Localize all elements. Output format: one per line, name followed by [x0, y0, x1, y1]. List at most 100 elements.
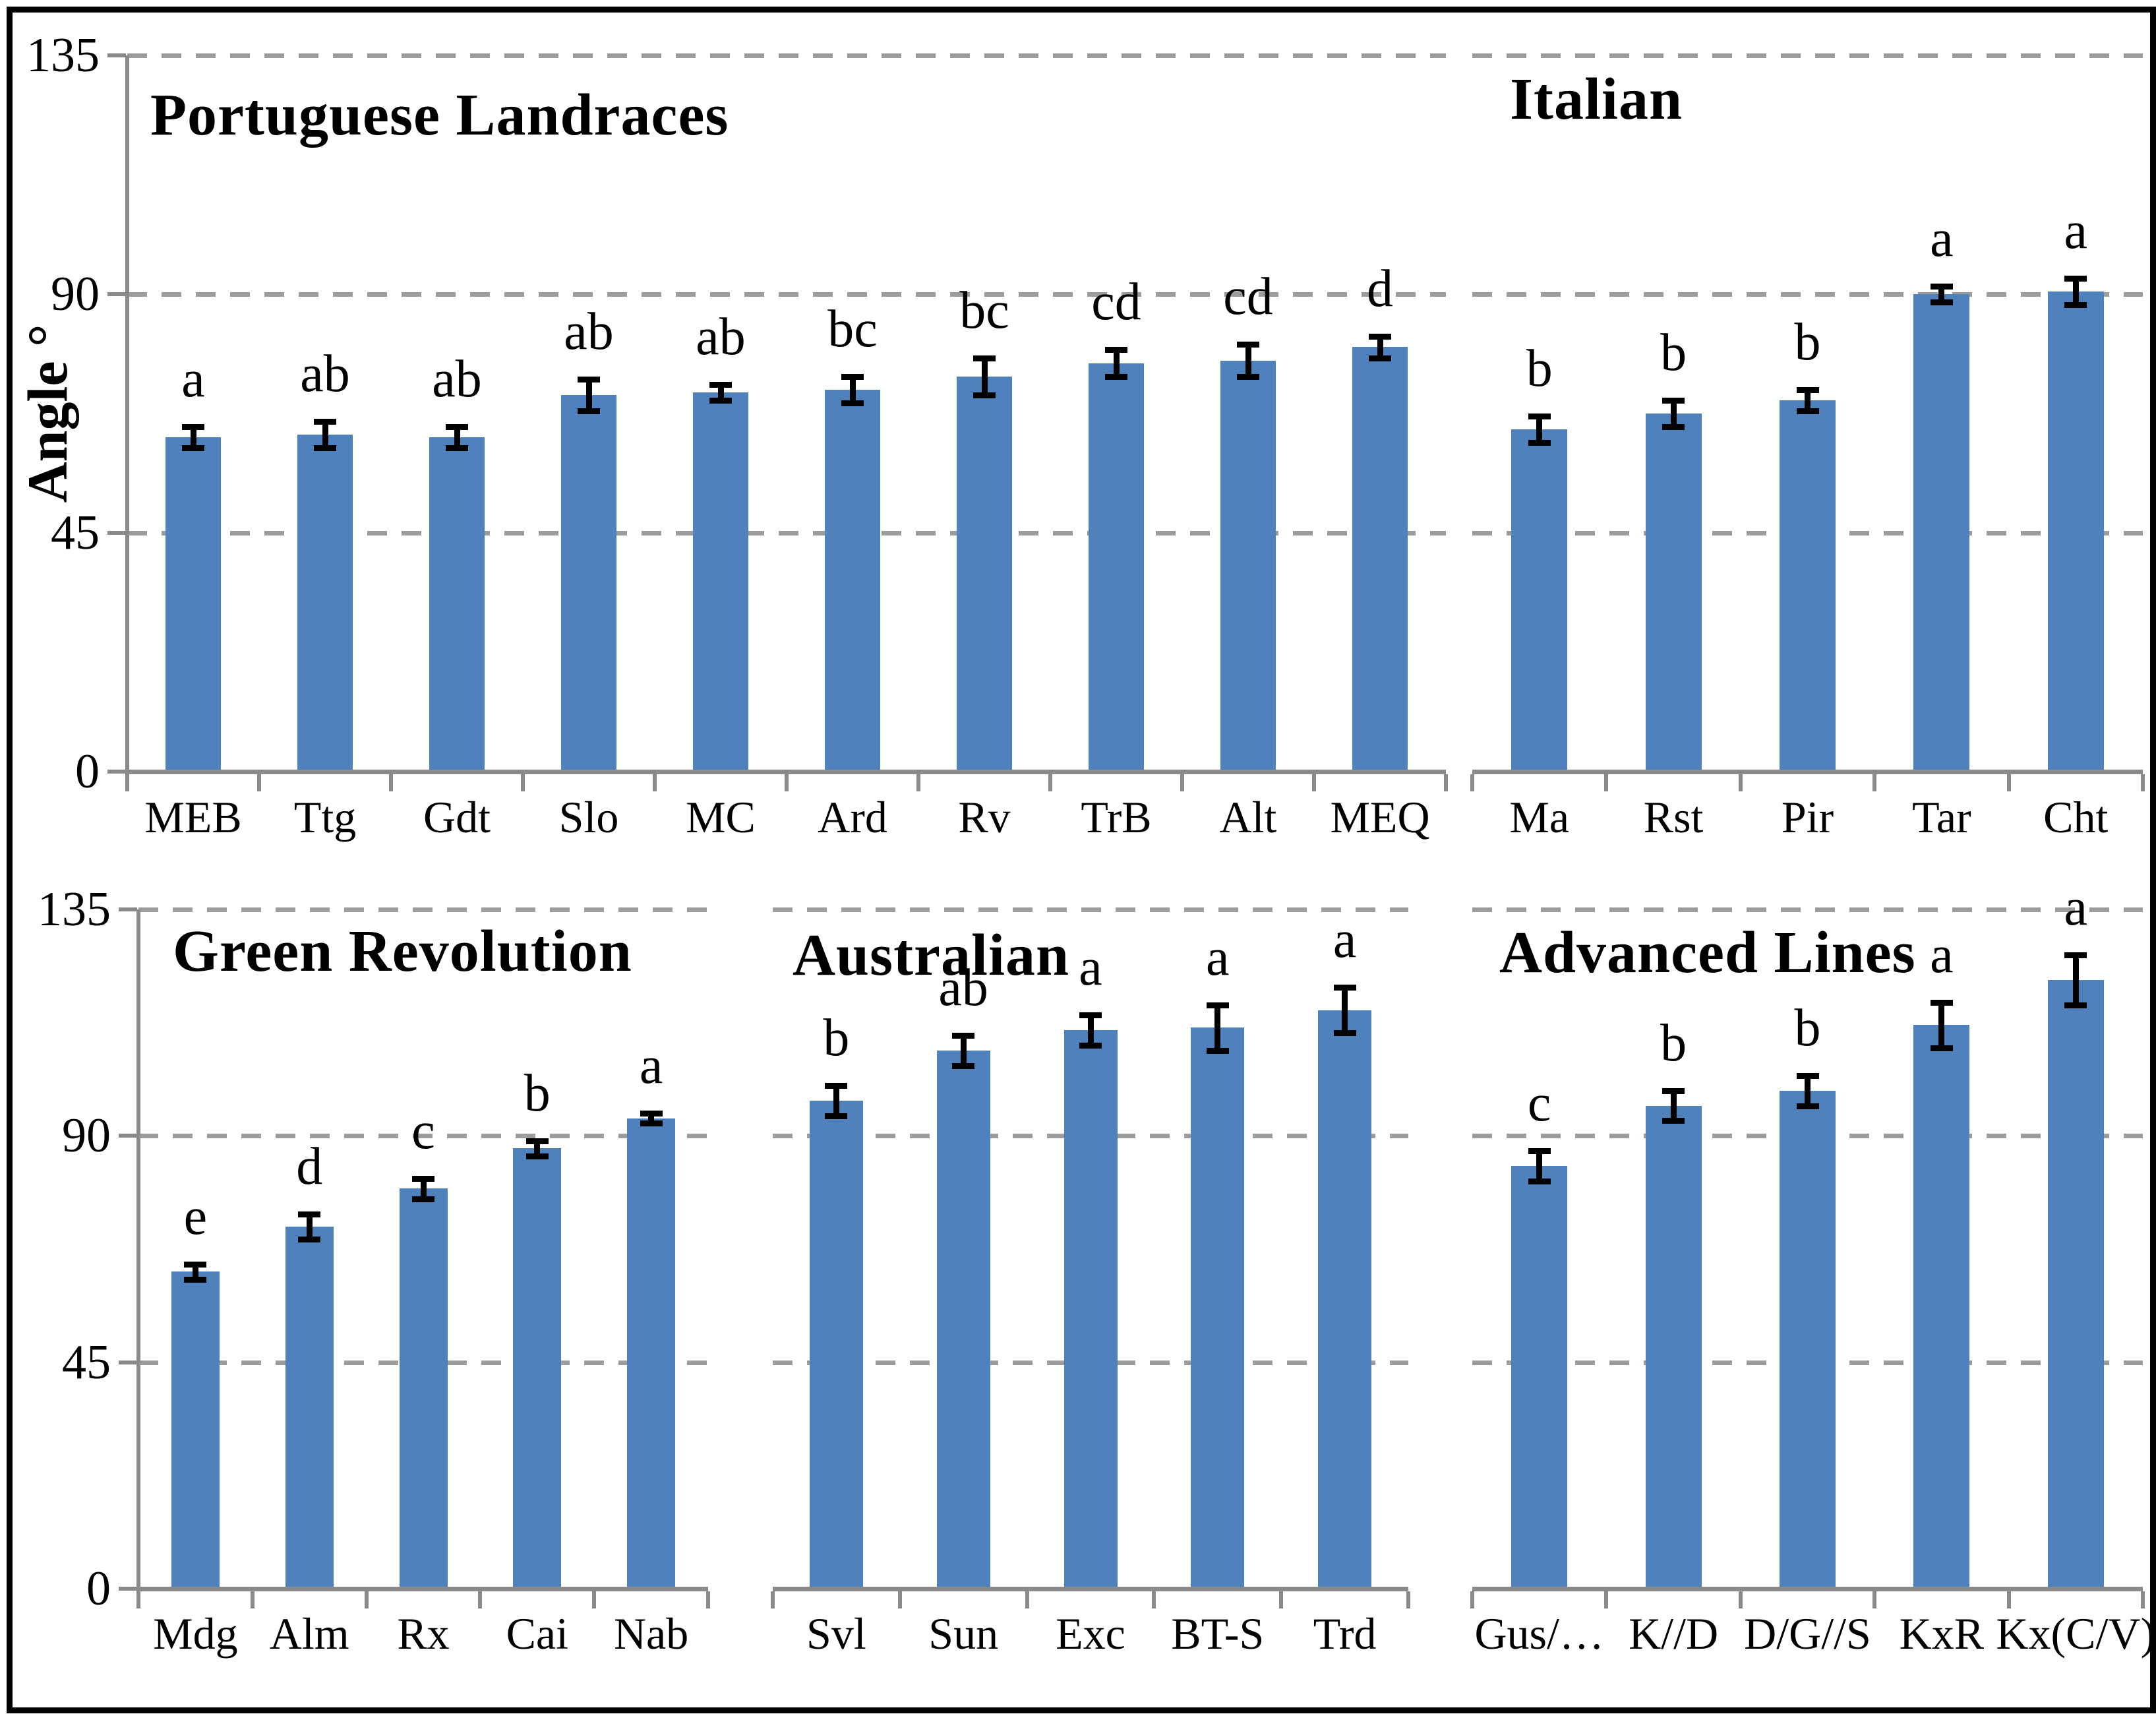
category-label: MEQ — [1330, 792, 1430, 842]
sig-letter: cd — [1091, 273, 1141, 332]
x-tick — [771, 1591, 775, 1608]
error-bar — [534, 1140, 541, 1156]
y-tick — [107, 531, 126, 535]
category-label: Gus/… — [1474, 1608, 1604, 1659]
sig-letter: b — [1794, 998, 1821, 1057]
panel-title: Green Revolution — [173, 919, 632, 984]
category-label: Slo — [558, 792, 619, 842]
category-label: Alt — [1219, 792, 1277, 842]
sig-letter: a — [2064, 201, 2088, 260]
error-bar-cap-bottom — [640, 1120, 663, 1127]
panel-title: Portuguese Landraces — [150, 82, 729, 148]
x-tick — [250, 1591, 255, 1608]
bar — [285, 1226, 334, 1587]
error-bar — [190, 427, 196, 448]
error-bar-cap-bottom — [952, 1062, 975, 1069]
gridline-135 — [1472, 907, 2143, 912]
sig-letter: c — [411, 1102, 435, 1161]
error-bar-cap-top — [1796, 386, 1819, 393]
error-bar — [1214, 1004, 1221, 1051]
category-label: Cai — [506, 1608, 568, 1659]
sig-letter: b — [524, 1064, 551, 1122]
error-bar-cap-top — [184, 1261, 207, 1268]
y-tick-label: 0 — [86, 1562, 111, 1616]
error-bar-cap-top — [2064, 275, 2087, 282]
error-bar-cap-bottom — [184, 1276, 207, 1283]
x-tick — [916, 774, 920, 791]
error-bar-cap-top — [1206, 1002, 1229, 1008]
category-label: K//D — [1629, 1608, 1719, 1659]
error-bar — [648, 1113, 655, 1124]
category-label: TrB — [1081, 792, 1152, 842]
y-tick — [119, 1134, 137, 1138]
y-tick — [119, 907, 137, 911]
bar — [513, 1148, 562, 1587]
error-bar — [1670, 1090, 1677, 1121]
category-label: Tar — [1912, 792, 1971, 842]
error-bar-cap-bottom — [709, 397, 732, 404]
bar — [2047, 979, 2104, 1587]
bar — [1645, 1105, 1702, 1587]
sig-letter: a — [2064, 878, 2088, 936]
error-bar-cap-top — [578, 376, 600, 383]
error-bar — [1536, 416, 1543, 443]
bar — [1780, 1090, 1836, 1587]
error-bar-cap-bottom — [314, 445, 336, 452]
error-bar-cap-top — [640, 1111, 663, 1117]
x-tick — [1470, 774, 1474, 791]
error-bar-cap-top — [1333, 985, 1356, 991]
error-bar-cap-top — [1930, 283, 1953, 290]
x-tick — [897, 1591, 902, 1608]
error-bar-cap-top — [182, 424, 204, 431]
error-bar-cap-top — [1528, 413, 1551, 420]
bar — [297, 435, 353, 770]
gridline-90 — [127, 292, 1446, 297]
category-label: MC — [686, 792, 756, 842]
error-bar — [1245, 344, 1251, 377]
y-tick-label: 135 — [38, 882, 111, 936]
error-bar-cap-top — [1930, 1000, 1953, 1006]
x-tick — [125, 774, 129, 791]
sig-letter: b — [1660, 1014, 1687, 1072]
error-bar — [960, 1035, 967, 1066]
x-tick — [1470, 1591, 1474, 1608]
x-tick — [2141, 1591, 2145, 1608]
error-bar-cap-bottom — [1528, 1178, 1551, 1184]
category-label: Sun — [928, 1608, 999, 1659]
error-bar-cap-bottom — [1237, 373, 1259, 380]
category-label: D/G//S — [1744, 1608, 1871, 1659]
category-label: Exc — [1056, 1608, 1125, 1659]
x-axis — [1472, 1587, 2143, 1591]
error-bar — [1670, 400, 1677, 427]
sig-letter: b — [1526, 340, 1553, 398]
error-bar-cap-bottom — [1369, 355, 1391, 361]
x-tick — [389, 774, 393, 791]
error-bar-cap-top — [1079, 1012, 1102, 1019]
bar — [1318, 1010, 1372, 1587]
bar — [2047, 291, 2104, 770]
x-tick — [1738, 774, 1743, 791]
error-bar-cap-bottom — [298, 1236, 321, 1242]
x-tick — [2141, 774, 2145, 791]
category-label: Svl — [806, 1608, 866, 1659]
error-bar-cap-bottom — [2064, 302, 2087, 309]
error-bar-cap-bottom — [446, 445, 468, 452]
error-bar — [717, 384, 724, 400]
error-bar — [833, 1086, 839, 1116]
bar — [1645, 413, 1702, 770]
x-axis — [773, 1587, 1408, 1591]
gridline-135 — [138, 907, 708, 912]
error-bar — [1342, 987, 1348, 1033]
bar — [399, 1188, 448, 1587]
error-bar-cap-top — [1105, 347, 1127, 353]
error-bar-cap-bottom — [1333, 1029, 1356, 1036]
error-bar-cap-top — [1662, 397, 1685, 404]
category-label: KxR — [1899, 1608, 1985, 1659]
sig-letter: ab — [564, 302, 614, 361]
sig-letter: e — [183, 1187, 208, 1246]
gridline-135 — [773, 907, 1408, 912]
sig-letter: a — [1206, 928, 1230, 987]
sig-letter: ab — [938, 958, 988, 1017]
error-bar — [1113, 350, 1120, 377]
error-bar — [1377, 336, 1383, 358]
